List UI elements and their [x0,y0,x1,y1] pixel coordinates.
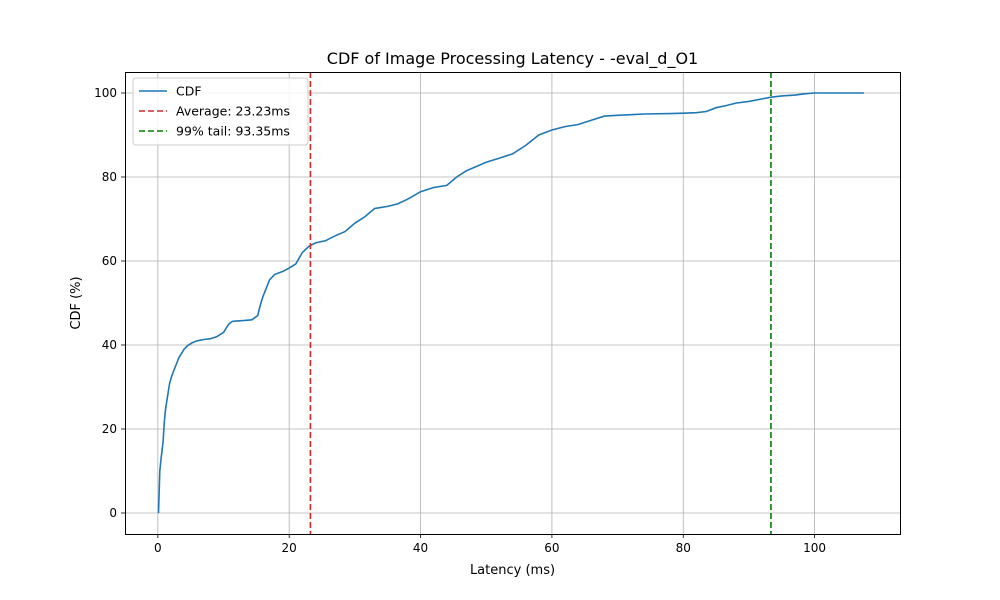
plot-series [157,72,864,534]
x-tick-label: 0 [154,541,162,555]
x-axis-label: Latency (ms) [470,563,555,578]
y-tick-label: 40 [102,338,117,352]
y-tick-label: 20 [102,422,117,436]
x-tick-label: 60 [544,541,559,555]
x-axis-ticks: 0 20 40 60 80 100 [154,534,826,555]
x-tick-label: 40 [413,541,428,555]
legend-label: Average: 23.23ms [176,104,290,119]
y-axis-ticks: 0 20 40 60 80 100 [94,86,125,520]
plot-frame [125,72,901,535]
legend-label: CDF [176,84,202,99]
legend: CDF Average: 23.23ms 99% tail: 93.35ms [132,77,309,146]
chart-title: CDF of Image Processing Latency - -eval_… [327,49,698,69]
cdf-line [157,92,864,514]
x-tick-label: 100 [803,541,826,555]
legend-label: 99% tail: 93.35ms [176,124,290,139]
x-tick-label: 80 [676,541,691,555]
y-tick-label: 80 [102,170,117,184]
legend-box [132,77,309,146]
y-tick-label: 0 [109,506,117,520]
x-tick-label: 20 [282,541,297,555]
y-axis-label: CDF (%) [69,276,84,329]
y-tick-label: 100 [94,86,117,100]
y-tick-label: 60 [102,254,117,268]
